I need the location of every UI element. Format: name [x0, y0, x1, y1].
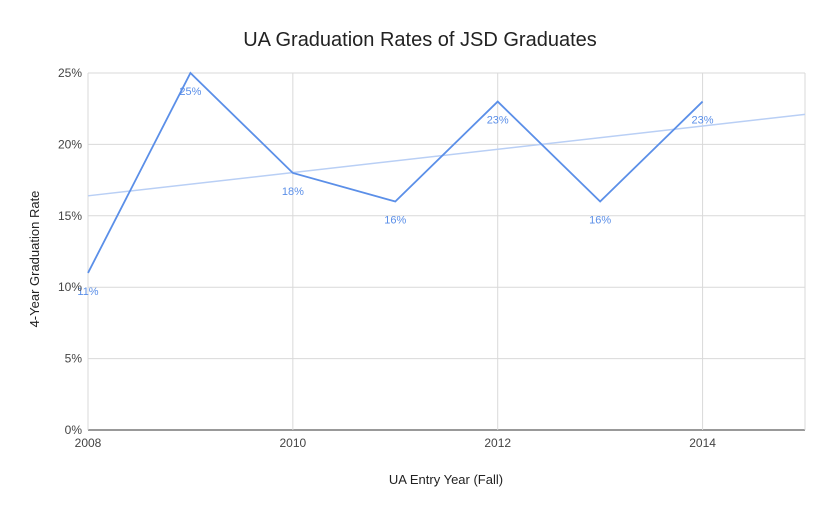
y-axis-title: 4-Year Graduation Rate — [27, 191, 42, 328]
data-label: 16% — [384, 215, 406, 227]
x-tick-label: 2014 — [689, 436, 716, 450]
y-tick-label: 0% — [65, 423, 83, 437]
trendline — [87, 113, 806, 197]
y-tick-label: 15% — [58, 209, 82, 223]
x-tick-label: 2010 — [280, 436, 307, 450]
chart-title: UA Graduation Rates of JSD Graduates — [243, 29, 597, 51]
gridlines — [87, 72, 806, 431]
y-tick-label: 20% — [58, 137, 82, 151]
x-tick-label: 2008 — [75, 436, 102, 450]
data-label: 23% — [692, 115, 714, 127]
trendline-layer — [87, 113, 806, 197]
series-layer — [87, 71, 704, 274]
data-label: 23% — [487, 115, 509, 127]
y-tick-label: 10% — [58, 280, 82, 294]
data-label: 25% — [179, 86, 201, 98]
x-tick-label: 2012 — [484, 436, 511, 450]
data-label: 11% — [77, 286, 98, 298]
y-tick-label: 25% — [58, 66, 82, 80]
tick-labels: 0% 5% 10% 15% 20% 25% 2008 2010 2012 2014 — [58, 66, 716, 450]
data-labels: 11% 25% 18% 16% 23% 16% 23% — [77, 86, 713, 298]
x-axis-title: UA Entry Year (Fall) — [389, 472, 503, 487]
series-line — [87, 71, 704, 274]
data-label: 18% — [282, 186, 304, 198]
data-label: 16% — [589, 215, 611, 227]
y-tick-label: 5% — [65, 352, 83, 366]
